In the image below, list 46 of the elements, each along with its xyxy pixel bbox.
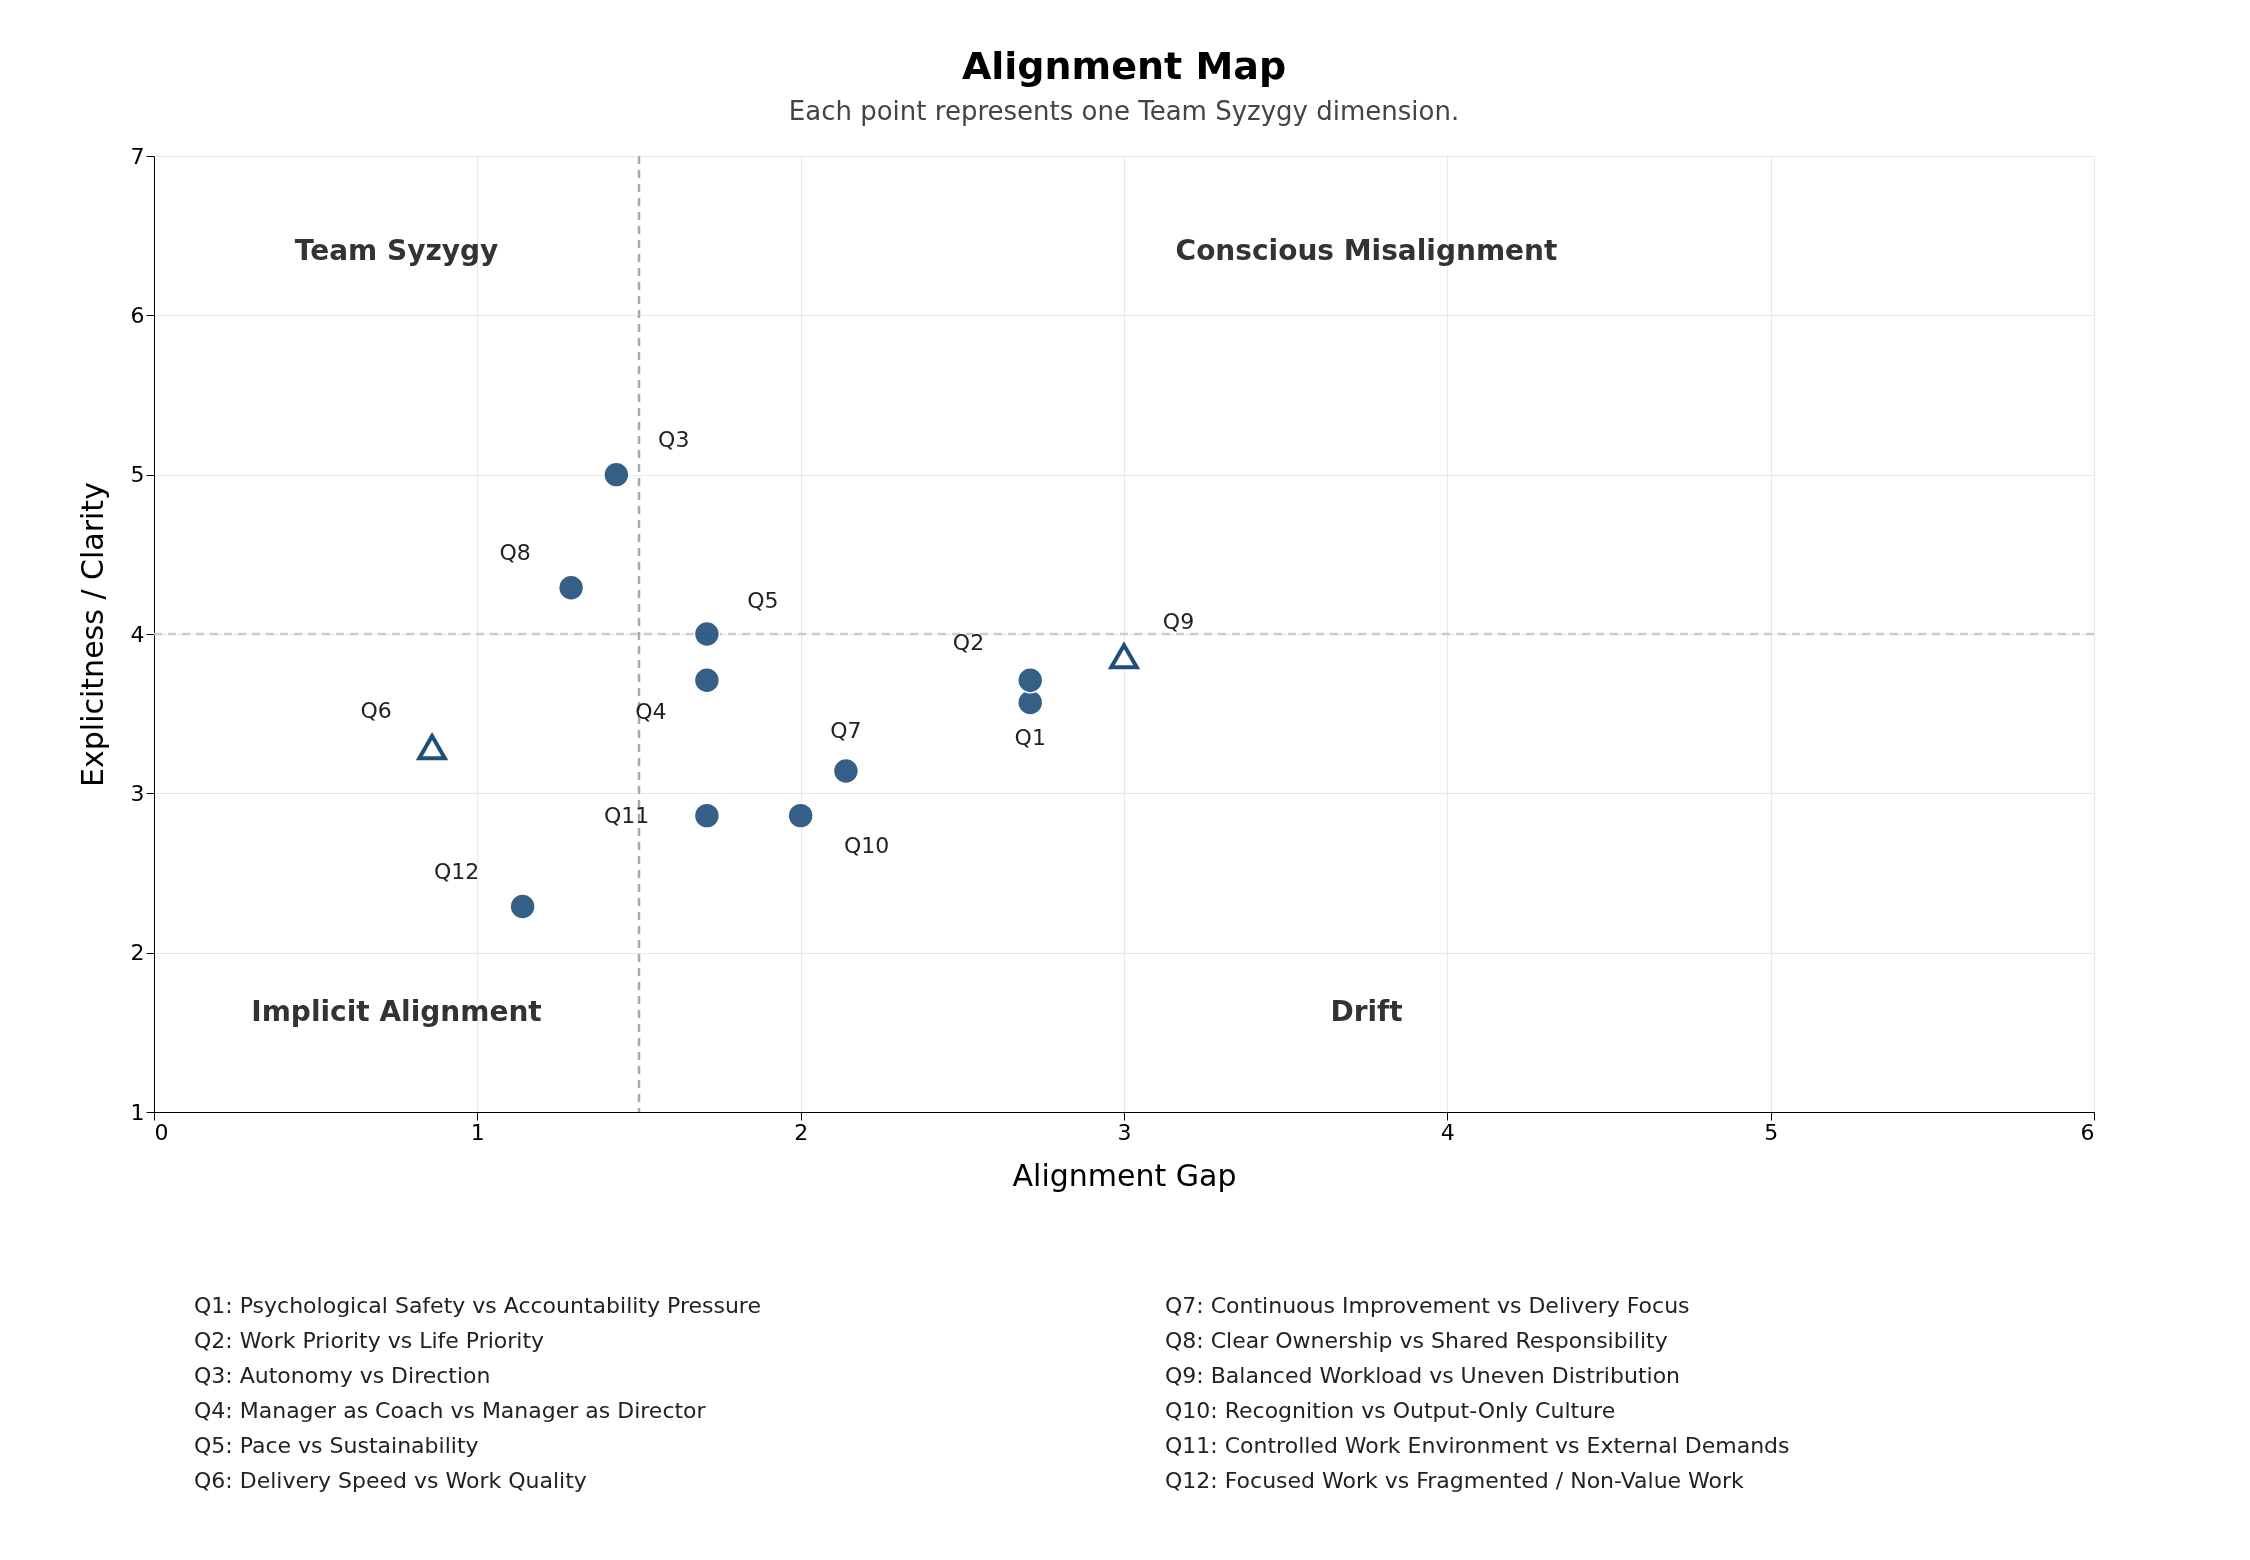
text: Q10: Recognition vs Output-Only Culture — [1165, 1398, 1616, 1423]
y-axis-title: Explicitness / Clarity — [74, 482, 110, 787]
annotation: Q4 — [635, 698, 667, 724]
annotation: Q7 — [830, 717, 862, 743]
annotation: Q2 — [952, 629, 985, 655]
text: Q12: Focused Work vs Fragmented / Non-Value Work — [1165, 1468, 1745, 1493]
text: Q4: Manager as Coach vs Manager as Director — [194, 1398, 707, 1423]
x-tick-label: 3 — [1117, 1119, 1132, 1145]
text: Q1: Psychological Safety vs Accountability Pressure — [194, 1293, 761, 1318]
annotation: Team Syzygy — [294, 233, 499, 267]
annotation: Drift — [1330, 995, 1403, 1029]
y-tick-label: 5 — [130, 462, 145, 488]
chart-title: Alignment Map — [961, 44, 1287, 88]
annotation: Q3 — [658, 427, 690, 453]
chart-subtitle: Each point represents one Team Syzygy dimension. — [788, 96, 1460, 126]
annotation: Q10 — [844, 832, 890, 858]
text: Q3: Autonomy vs Direction — [194, 1363, 491, 1388]
y-tick-label: 3 — [130, 780, 145, 806]
y-tick-label: 7 — [130, 143, 145, 169]
text: Q7: Continuous Improvement vs Delivery Focus — [1165, 1293, 1690, 1318]
x-tick-label: 5 — [1764, 1119, 1779, 1145]
y-tick-label: 1 — [130, 1099, 145, 1125]
y-tick-label: 2 — [130, 940, 145, 966]
text: Q9: Balanced Workload vs Uneven Distribution — [1165, 1363, 1681, 1388]
x-tick-label: 4 — [1440, 1119, 1455, 1145]
y-tick-label: 6 — [130, 302, 145, 328]
text: Q5: Pace vs Sustainability — [194, 1433, 479, 1458]
x-axis-title: Alignment Gap — [1012, 1157, 1237, 1193]
x-tick-label: 2 — [794, 1119, 809, 1145]
y-tick-label: 4 — [130, 621, 145, 647]
x-tick-label: 0 — [154, 1119, 169, 1145]
annotation: Q1 — [1014, 725, 1046, 751]
annotation: Implicit Alignment — [251, 995, 542, 1029]
x-tick-label: 1 — [470, 1119, 485, 1145]
annotation: Q12 — [433, 859, 480, 885]
text: Q6: Delivery Speed vs Work Quality — [194, 1468, 587, 1493]
x-tick-label: 6 — [2080, 1119, 2095, 1145]
annotation: Q9 — [1162, 608, 1195, 634]
text: Q11: Controlled Work Environment vs External Demands — [1165, 1433, 1790, 1458]
text: Q2: Work Priority vs Life Priority — [194, 1328, 545, 1353]
text: Q8: Clear Ownership vs Shared Responsibility — [1165, 1328, 1668, 1353]
annotation: Q11 — [603, 802, 650, 828]
annotation: Q8 — [499, 540, 531, 566]
annotation: Q5 — [747, 587, 779, 613]
annotation: Q6 — [360, 698, 392, 724]
annotation: Conscious Misalignment — [1175, 233, 1558, 267]
